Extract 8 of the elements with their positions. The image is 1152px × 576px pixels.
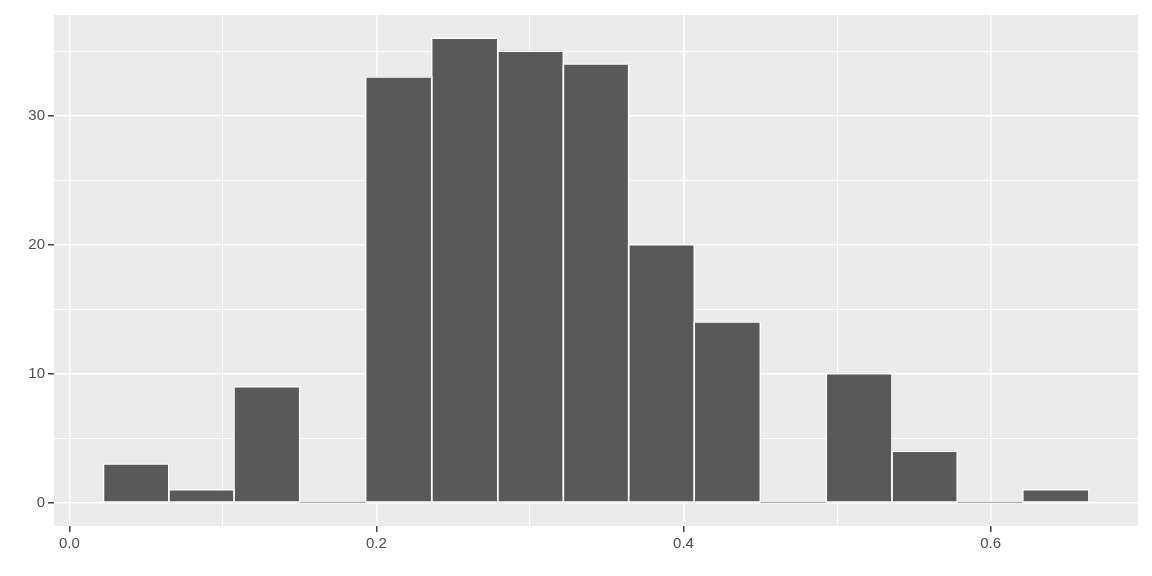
y-tick-label: 0: [36, 492, 45, 510]
y-tick-label: 30: [28, 105, 45, 123]
x-tick-label: 0.0: [58, 534, 80, 552]
x-tick-label: 0.2: [366, 534, 387, 552]
y-tick-label: 20: [28, 234, 45, 252]
x-tick-label: 0.6: [980, 534, 1002, 552]
y-tick-label: 10: [28, 363, 45, 381]
x-tick-label: 0.4: [673, 534, 694, 552]
